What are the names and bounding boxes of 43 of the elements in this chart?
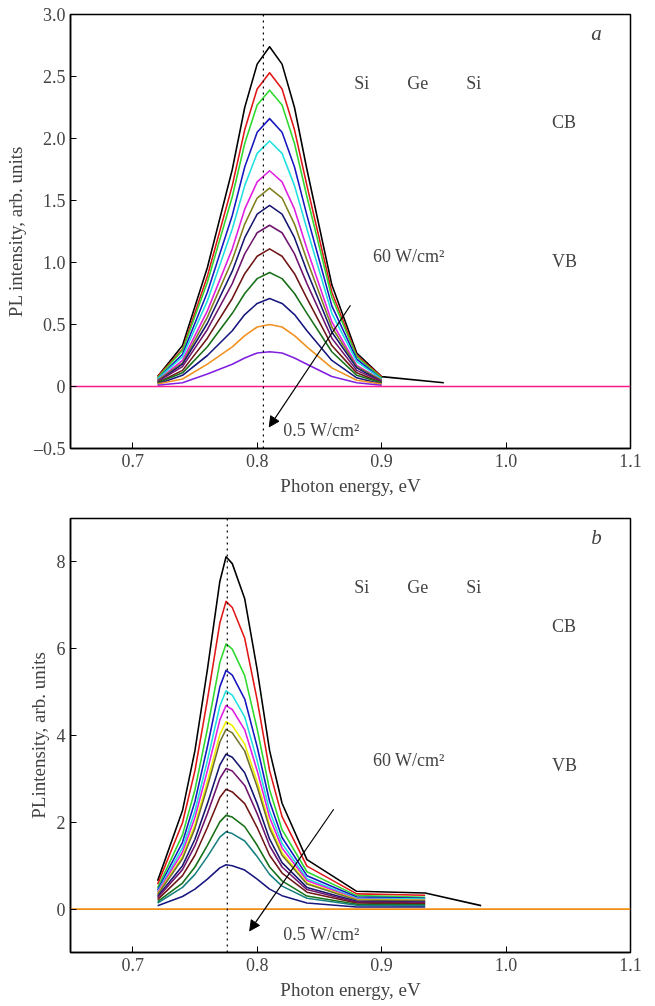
y-tick-label: –0.5 xyxy=(33,438,66,459)
annotation: Si xyxy=(466,72,482,93)
y-tick-label: 0 xyxy=(56,899,66,920)
y-tick-label: 1.0 xyxy=(43,252,66,273)
y-tick-label: 2 xyxy=(56,812,66,833)
annotation: Si xyxy=(466,576,482,597)
annotation: b xyxy=(591,524,602,549)
annotation: CB xyxy=(552,615,577,636)
annotation: CB xyxy=(552,111,577,132)
x-tick-label: 0.9 xyxy=(370,450,393,471)
y-tick-label: 8 xyxy=(56,552,66,573)
y-tick-label: 3.0 xyxy=(43,4,66,25)
x-tick-label: 1.1 xyxy=(619,450,642,471)
x-tick-label: 0.9 xyxy=(370,954,393,975)
x-tick-label: 0.7 xyxy=(121,450,144,471)
annotation: 60 W/cm² xyxy=(372,750,445,771)
annotation: Si xyxy=(354,72,370,93)
y-tick-label: 4 xyxy=(56,726,66,746)
x-axis-title: Photon energy, eV xyxy=(280,474,421,496)
annotation: a xyxy=(591,20,602,45)
y-axis-title: PL intensity, arb. units xyxy=(5,146,26,318)
y-tick-label: 2.0 xyxy=(43,128,66,149)
annotation: 0.5 W/cm² xyxy=(283,923,360,944)
y-tick-label: 0 xyxy=(56,376,66,397)
x-tick-label: 1.0 xyxy=(494,450,518,471)
x-tick-label: 1.0 xyxy=(494,954,518,975)
annotation: Ge xyxy=(407,72,429,93)
y-tick-label: 1.5 xyxy=(43,190,66,211)
x-tick-label: 1.1 xyxy=(619,954,642,975)
x-tick-label: 0.8 xyxy=(245,954,269,975)
x-tick-label: 0.7 xyxy=(121,954,144,975)
annotation: VB xyxy=(552,250,578,271)
y-tick-label: 6 xyxy=(56,639,66,660)
annotation: Si xyxy=(354,576,370,597)
y-tick-label: 0.5 xyxy=(43,314,66,335)
y-tick-label: 2.5 xyxy=(43,66,66,87)
x-tick-label: 0.8 xyxy=(245,450,269,471)
x-axis-title: Photon energy, eV xyxy=(280,978,421,1000)
y-axis-title: PLintensity, arb. units xyxy=(27,652,49,819)
annotation: VB xyxy=(552,754,578,775)
annotation: 0.5 W/cm² xyxy=(283,419,360,440)
annotation: Ge xyxy=(407,576,429,597)
annotation: 60 W/cm² xyxy=(372,246,445,267)
